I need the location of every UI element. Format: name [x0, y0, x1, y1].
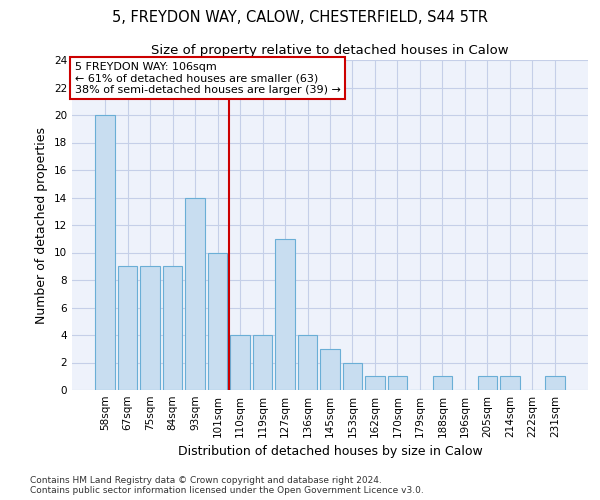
Bar — [118, 266, 137, 390]
Bar — [253, 335, 272, 390]
Text: Contains HM Land Registry data © Crown copyright and database right 2024.
Contai: Contains HM Land Registry data © Crown c… — [30, 476, 424, 495]
Bar — [208, 252, 227, 390]
Text: 5, FREYDON WAY, CALOW, CHESTERFIELD, S44 5TR: 5, FREYDON WAY, CALOW, CHESTERFIELD, S44… — [112, 10, 488, 25]
Title: Size of property relative to detached houses in Calow: Size of property relative to detached ho… — [151, 44, 509, 58]
Bar — [388, 376, 407, 390]
Bar — [478, 376, 497, 390]
Text: 5 FREYDON WAY: 106sqm
← 61% of detached houses are smaller (63)
38% of semi-deta: 5 FREYDON WAY: 106sqm ← 61% of detached … — [74, 62, 340, 95]
Bar — [163, 266, 182, 390]
Bar — [140, 266, 160, 390]
X-axis label: Distribution of detached houses by size in Calow: Distribution of detached houses by size … — [178, 446, 482, 458]
Bar — [230, 335, 250, 390]
Y-axis label: Number of detached properties: Number of detached properties — [35, 126, 49, 324]
Bar — [298, 335, 317, 390]
Bar — [320, 349, 340, 390]
Bar — [500, 376, 520, 390]
Bar — [545, 376, 565, 390]
Bar — [95, 115, 115, 390]
Bar — [185, 198, 205, 390]
Bar — [343, 362, 362, 390]
Bar — [433, 376, 452, 390]
Bar — [365, 376, 385, 390]
Bar — [275, 239, 295, 390]
